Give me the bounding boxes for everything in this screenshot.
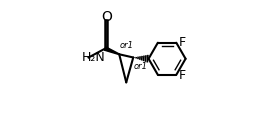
Text: or1: or1	[133, 62, 148, 71]
Text: H₂N: H₂N	[82, 51, 106, 64]
Text: F: F	[179, 36, 186, 49]
Text: F: F	[179, 69, 186, 82]
Text: or1: or1	[119, 41, 133, 50]
Polygon shape	[105, 47, 119, 55]
Text: O: O	[101, 10, 112, 24]
